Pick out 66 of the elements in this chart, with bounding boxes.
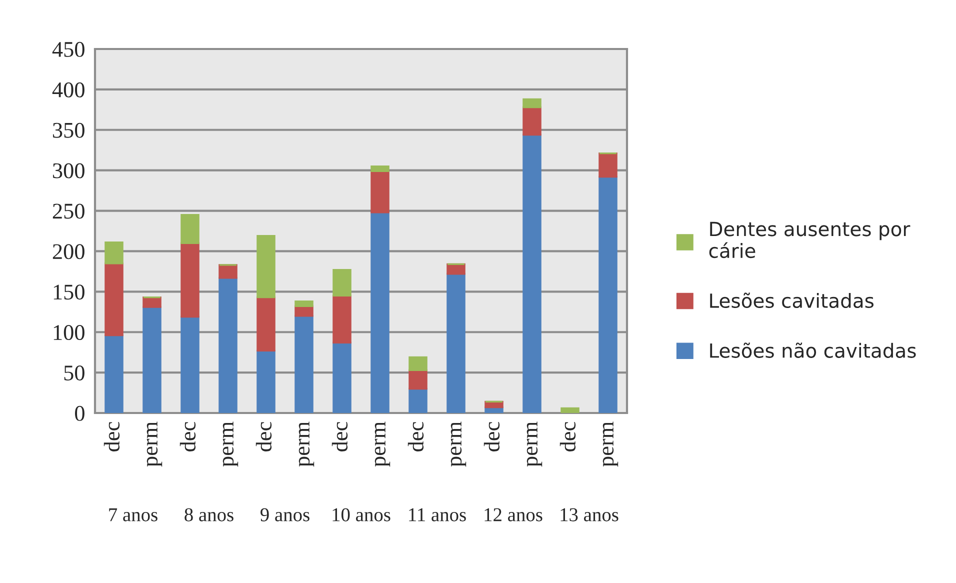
- bar: [104, 241, 124, 264]
- legend-label: Dentes ausentes por cárie: [709, 222, 910, 258]
- bar: [370, 212, 390, 413]
- y-tick-label: 350: [53, 122, 84, 138]
- bar: [522, 106, 542, 136]
- x-tick-label: dec: [332, 422, 348, 452]
- bar: [256, 235, 276, 298]
- x-tick-label: dec: [560, 422, 576, 452]
- text: 13 anos: [560, 508, 618, 522]
- bar: [332, 342, 352, 413]
- bar: [522, 134, 542, 413]
- x-tick-label: perm: [526, 422, 542, 467]
- x-tick-label: dec: [104, 422, 120, 452]
- bar: [370, 165, 390, 172]
- x-tick-label: perm: [450, 422, 466, 467]
- bar: [256, 296, 276, 352]
- bar: [598, 152, 618, 178]
- bar: [294, 315, 314, 413]
- bar: [408, 369, 428, 390]
- text: 8 anos: [184, 508, 234, 522]
- bar: [332, 268, 352, 297]
- bar: [142, 296, 162, 308]
- x-tick-label: perm: [602, 422, 618, 467]
- bar: [408, 388, 428, 413]
- y-tick-label: 50: [64, 365, 84, 380]
- x-tick-label: perm: [146, 422, 162, 467]
- text: 11 anos: [409, 508, 466, 522]
- x-tick-label: dec: [408, 422, 424, 452]
- bar: [522, 98, 542, 108]
- bar: [218, 264, 238, 279]
- bar: [142, 306, 162, 413]
- text: 10 anos: [332, 508, 390, 522]
- y-tick-label: 450: [52, 42, 84, 57]
- bar: [180, 242, 200, 318]
- x-tick-label: perm: [374, 422, 390, 467]
- bar: [294, 300, 314, 308]
- bar: [180, 214, 200, 244]
- y-tick-label: 150: [54, 284, 84, 300]
- x-tick-label: dec: [256, 422, 272, 452]
- legend-label: Lesões não cavitadas: [710, 342, 916, 358]
- text: 12 anos: [484, 508, 542, 522]
- bar: [104, 334, 124, 413]
- y-tick-label: 100: [54, 325, 84, 340]
- bar: [598, 176, 618, 413]
- x-tick-label: dec: [180, 422, 196, 452]
- bar: [408, 356, 428, 371]
- bar: [560, 407, 580, 413]
- bar: [218, 277, 238, 413]
- y-tick-label: 300: [53, 163, 84, 178]
- bar: [446, 273, 466, 413]
- text: 7 anos: [109, 508, 158, 522]
- bar: [256, 350, 276, 413]
- y-tick-label: 400: [52, 82, 84, 98]
- x-tick-label: perm: [222, 422, 238, 467]
- bar: [370, 170, 390, 214]
- x-tick-label: dec: [484, 422, 500, 452]
- y-tick-label: 200: [52, 244, 84, 260]
- bar: [104, 262, 124, 336]
- bar: [294, 305, 314, 317]
- y-tick-label: 0: [75, 406, 84, 421]
- y-tick-label: 250: [52, 204, 84, 219]
- text: 9 anos: [260, 508, 310, 522]
- bar: [180, 316, 200, 413]
- bar: [332, 294, 352, 344]
- x-tick-label: perm: [298, 422, 314, 467]
- legend-label: Lesões cavitadas: [710, 292, 874, 308]
